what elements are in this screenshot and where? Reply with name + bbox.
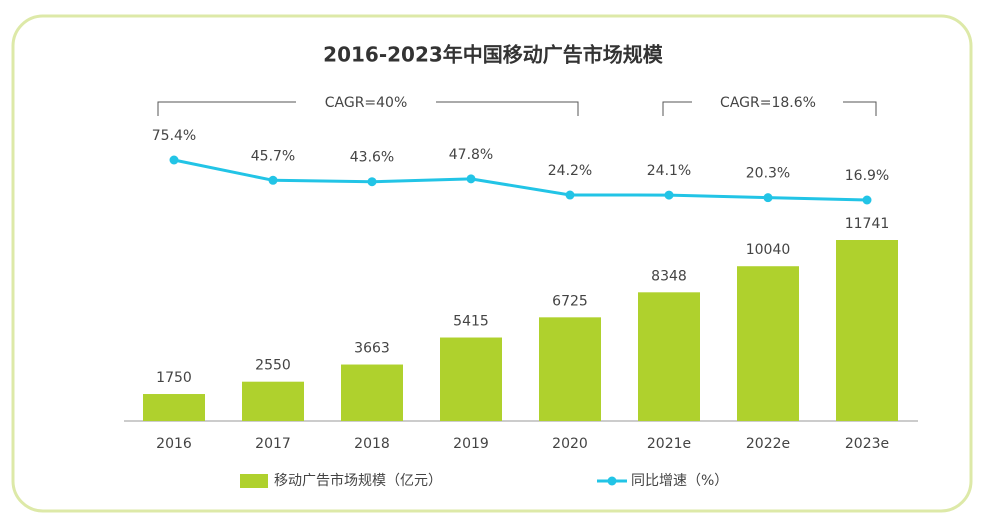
cagr-bracket: [662, 101, 877, 116]
bar: [539, 317, 601, 421]
line-label: 20.3%: [746, 166, 790, 182]
point: [268, 175, 278, 185]
bar-label: 10040: [746, 242, 791, 258]
cagr-bracket: [157, 101, 579, 116]
bar-label: 8348: [651, 268, 687, 284]
point: [367, 177, 377, 187]
point: [466, 174, 476, 184]
legend-swatch: [240, 474, 268, 488]
annotation: CAGR=40%: [325, 95, 408, 111]
bar: [737, 266, 799, 421]
line-label: 75.4%: [152, 128, 196, 144]
x-tick-label: 2023e: [845, 436, 889, 452]
bar: [143, 394, 205, 421]
x-tick-label: 2020: [552, 436, 588, 452]
x-tick-label: 2016: [156, 436, 192, 452]
chart-title: 2016-2023年中国移动广告市场规模: [323, 43, 664, 67]
bar: [638, 292, 700, 421]
line: [173, 158, 868, 202]
line-label: 45.7%: [251, 148, 295, 164]
bar-label: 2550: [255, 358, 291, 374]
x-tick-label: 2019: [453, 436, 489, 452]
point: [169, 155, 179, 165]
point: [862, 195, 872, 205]
point: [664, 190, 674, 200]
line-label: 43.6%: [350, 150, 394, 166]
bar-label: 3663: [354, 341, 390, 357]
line-label: 16.9%: [845, 168, 889, 184]
bar: [836, 240, 898, 421]
point: [565, 190, 575, 200]
bar-label: 11741: [845, 216, 890, 232]
bar: [440, 337, 502, 421]
bar-label: 5415: [453, 314, 489, 330]
x-tick-label: 2021e: [647, 436, 691, 452]
annotation: CAGR=18.6%: [720, 95, 816, 111]
line-label: 47.8%: [449, 147, 493, 163]
line-label: 24.2%: [548, 163, 592, 179]
x-tick-label: 2017: [255, 436, 291, 452]
bar-label: 6725: [552, 293, 588, 309]
legend-swatch: [607, 476, 617, 486]
line-label: 24.1%: [647, 163, 691, 179]
bar: [341, 364, 403, 421]
bar-label: 1750: [156, 370, 192, 386]
legend-label: 同比增速（%）: [631, 473, 728, 489]
bar: [242, 381, 304, 421]
x-tick-label: 2018: [354, 436, 390, 452]
legend-label: 移动广告市场规模（亿元）: [274, 472, 442, 489]
point: [763, 193, 773, 203]
x-tick-label: 2022e: [746, 436, 790, 452]
